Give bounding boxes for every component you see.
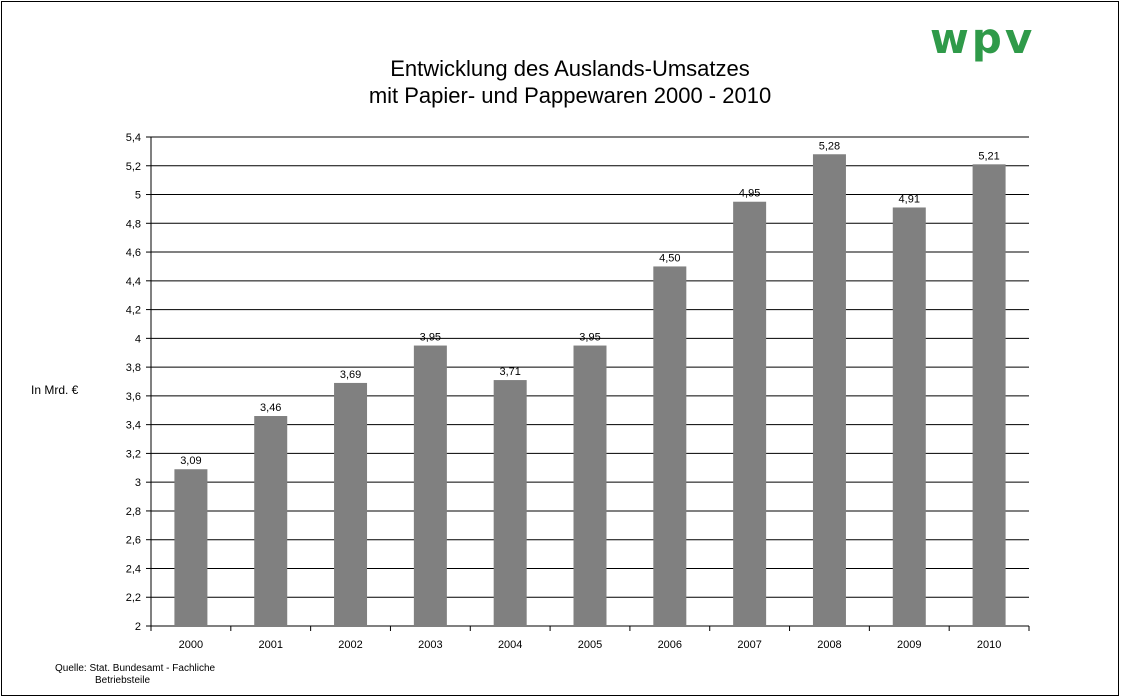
x-tick-label: 2008: [817, 639, 841, 651]
data-label: 5,21: [978, 150, 999, 162]
y-tick-label: 3,2: [126, 448, 141, 460]
y-tick-label: 4,6: [126, 247, 141, 259]
data-label: 3,46: [260, 402, 281, 414]
x-tick-label: 2010: [977, 639, 1001, 651]
data-label: 5,28: [819, 140, 840, 152]
y-tick-label: 4,4: [126, 276, 141, 288]
bar: [494, 380, 527, 626]
y-tick-label: 4: [135, 333, 141, 345]
bar: [893, 207, 926, 626]
y-tick-label: 2,6: [126, 535, 141, 547]
data-label: 3,09: [180, 455, 201, 467]
y-tick-label: 3,6: [126, 391, 141, 403]
x-tick-label: 2006: [658, 639, 682, 651]
data-label: 3,95: [579, 332, 600, 344]
bar: [653, 266, 686, 626]
data-label: 3,95: [420, 332, 441, 344]
bar: [733, 202, 766, 626]
data-label: 3,71: [499, 366, 520, 378]
x-tick-label: 2000: [179, 639, 203, 651]
y-tick-label: 3: [135, 477, 141, 489]
bar: [813, 154, 846, 626]
data-label: 3,69: [340, 369, 361, 381]
data-label: 4,95: [739, 188, 760, 200]
bar: [574, 346, 607, 626]
y-tick-label: 2,8: [126, 506, 141, 518]
y-tick-label: 3,8: [126, 362, 141, 374]
x-tick-label: 2001: [258, 639, 282, 651]
bar: [334, 383, 367, 626]
x-tick-label: 2005: [578, 639, 602, 651]
x-tick-label: 2004: [498, 639, 522, 651]
x-tick-label: 2003: [418, 639, 442, 651]
y-tick-label: 2,4: [126, 563, 141, 575]
y-tick-label: 5: [135, 190, 141, 202]
y-tick-label: 5,4: [126, 132, 141, 144]
y-tick-label: 2,2: [126, 592, 141, 604]
data-label: 4,91: [899, 193, 920, 205]
bar: [414, 346, 447, 626]
y-tick-label: 5,2: [126, 161, 141, 173]
data-label: 4,50: [659, 252, 680, 264]
x-tick-label: 2009: [897, 639, 921, 651]
y-tick-label: 4,8: [126, 218, 141, 230]
y-tick-label: 2: [135, 621, 141, 633]
bar: [254, 416, 287, 626]
bar: [174, 469, 207, 626]
x-tick-label: 2007: [737, 639, 761, 651]
x-tick-label: 2002: [338, 639, 362, 651]
y-tick-label: 3,4: [126, 420, 141, 432]
bar: [973, 164, 1006, 626]
y-tick-label: 4,2: [126, 305, 141, 317]
